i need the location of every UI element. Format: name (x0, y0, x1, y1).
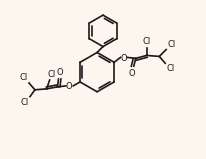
Text: Cl: Cl (166, 64, 174, 73)
Text: O: O (129, 69, 135, 78)
Text: Cl: Cl (167, 40, 176, 48)
Text: O: O (66, 82, 73, 91)
Text: Cl: Cl (20, 73, 28, 82)
Text: Cl: Cl (142, 37, 151, 46)
Text: Cl: Cl (47, 70, 56, 79)
Text: Cl: Cl (21, 98, 29, 107)
Text: O: O (56, 68, 63, 76)
Text: O: O (121, 54, 127, 63)
